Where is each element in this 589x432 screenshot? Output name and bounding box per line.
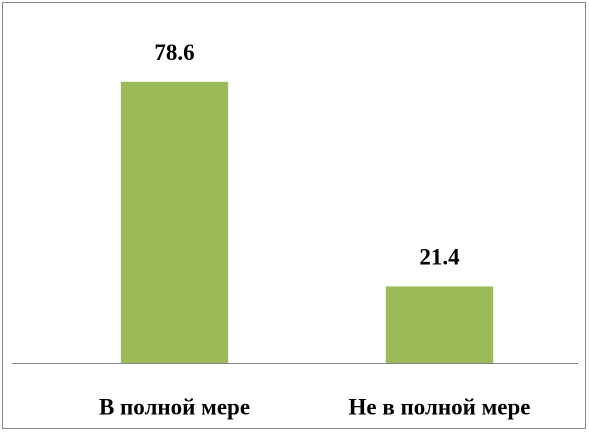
data-label: 21.4 bbox=[419, 245, 460, 270]
data-label: 78.6 bbox=[154, 40, 194, 65]
bar bbox=[120, 81, 229, 363]
bar bbox=[385, 286, 494, 363]
x-tick-label: Не в полной мере bbox=[348, 394, 530, 419]
x-tick-label: В полной мере bbox=[99, 394, 250, 419]
